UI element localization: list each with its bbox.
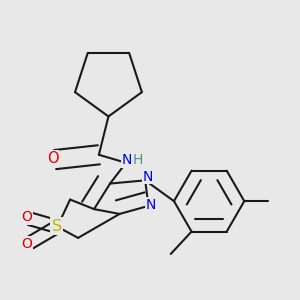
Text: N: N xyxy=(146,198,156,212)
Text: N: N xyxy=(122,153,132,166)
Text: O: O xyxy=(22,237,32,251)
Text: O: O xyxy=(47,151,58,166)
Text: O: O xyxy=(21,210,32,224)
Text: N: N xyxy=(142,169,153,184)
Text: H: H xyxy=(133,153,143,166)
Text: S: S xyxy=(52,219,62,234)
